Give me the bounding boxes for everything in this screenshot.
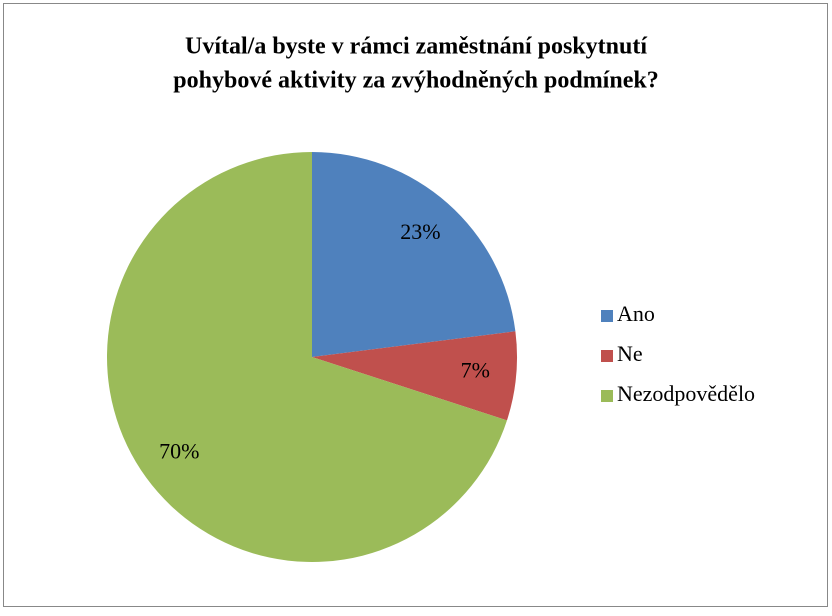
legend-label: Ano	[617, 301, 655, 326]
data-label: 70%	[159, 438, 199, 463]
chart-title: pohybové aktivity za zvýhodněných podmín…	[173, 68, 658, 94]
legend-swatch	[601, 310, 613, 322]
pie-slice	[106, 152, 507, 563]
legend-swatch	[601, 390, 613, 402]
pie-slice	[312, 152, 516, 357]
pie-slice	[312, 331, 517, 421]
legend-swatch	[601, 350, 613, 362]
legend-label: Nezodpovědělo	[617, 381, 755, 406]
legend-label: Ne	[617, 341, 643, 366]
data-label: 23%	[400, 219, 440, 244]
chart-title: Uvítal/a byste v rámci zaměstnání poskyt…	[185, 34, 647, 60]
data-label: 7%	[461, 357, 490, 382]
